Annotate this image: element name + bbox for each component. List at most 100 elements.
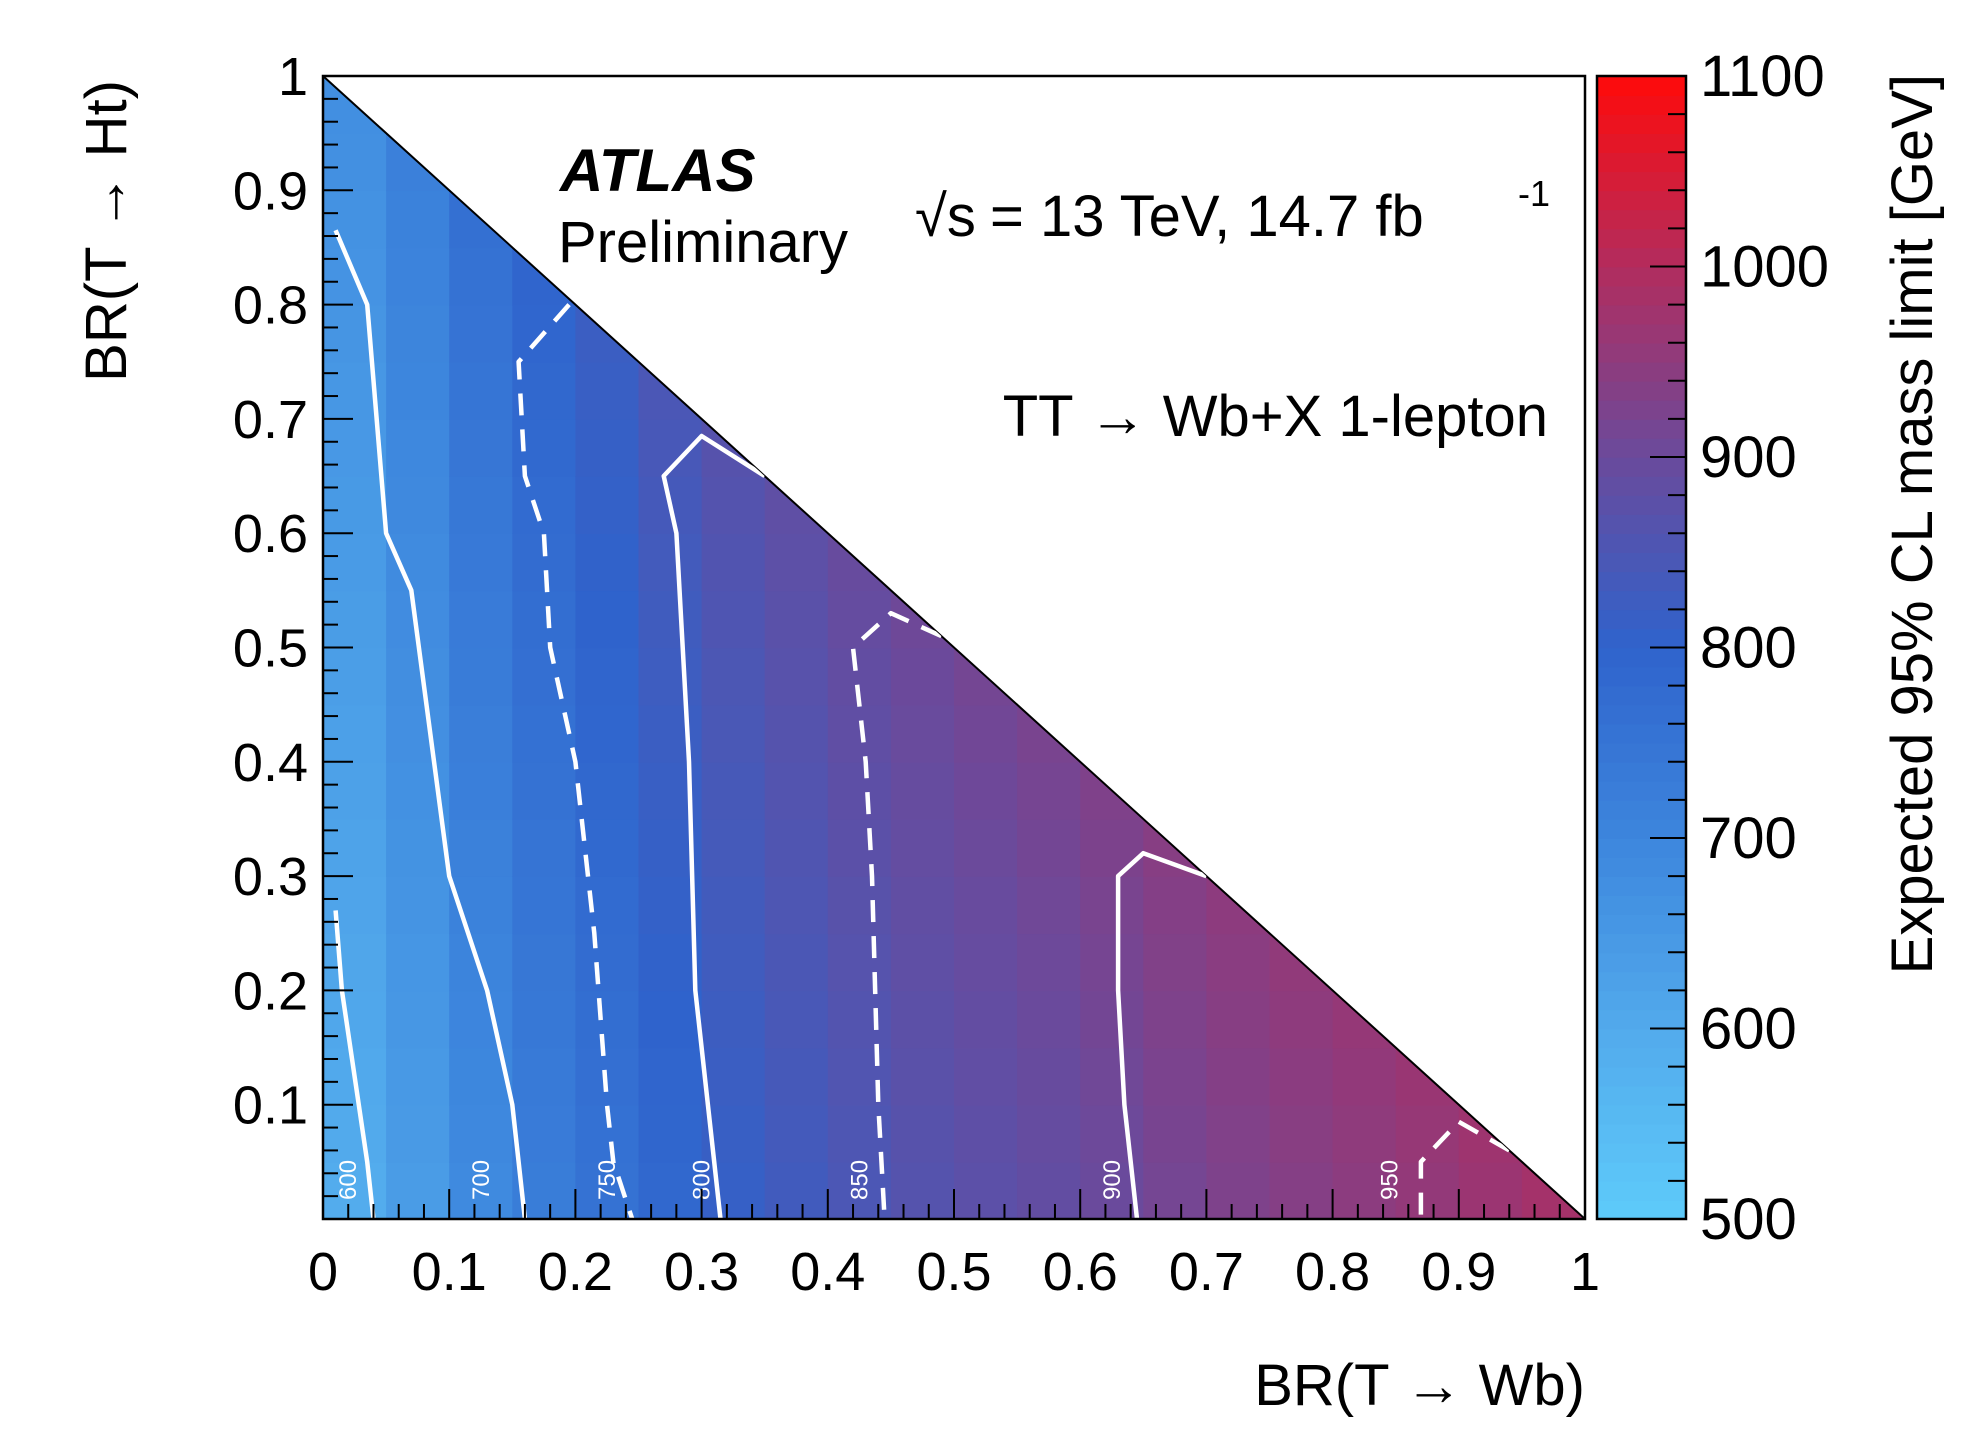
heatmap-cell xyxy=(449,304,514,363)
heatmap-cell xyxy=(575,1047,640,1106)
color-bar-band xyxy=(1597,838,1686,858)
heatmap-cell xyxy=(386,190,450,249)
heatmap-cell xyxy=(323,133,387,192)
heatmap-cell xyxy=(954,1047,1018,1106)
color-bar-band xyxy=(1597,1199,1686,1220)
color-bar-band xyxy=(1597,952,1686,973)
heatmap-cell xyxy=(323,761,387,820)
heatmap-cell xyxy=(764,1047,829,1106)
heatmap-cell xyxy=(449,533,514,592)
heatmap-cell xyxy=(323,533,387,592)
x-tick-label: 0.2 xyxy=(538,1242,613,1302)
heatmap-cell xyxy=(449,818,514,877)
heatmap-cell xyxy=(386,476,450,534)
heatmap-cell xyxy=(1143,933,1208,992)
color-bar-band xyxy=(1597,628,1686,649)
contour-label-700: 700 xyxy=(468,1160,495,1200)
heatmap-cell xyxy=(638,761,703,820)
heatmap-cell xyxy=(575,704,640,763)
y-tick-label: 0.7 xyxy=(233,390,308,450)
heatmap-cell xyxy=(764,1161,829,1219)
y-tick-label: 0.4 xyxy=(233,733,308,793)
color-bar-band xyxy=(1597,380,1686,401)
heatmap-cell xyxy=(1395,1161,1460,1219)
heatmap-cell xyxy=(575,1161,640,1219)
heatmap-cell xyxy=(954,818,1018,877)
color-bar-band xyxy=(1597,1142,1686,1163)
color-bar xyxy=(1597,76,1686,1220)
heatmap-cell xyxy=(1017,1161,1081,1219)
x-tick-label: 0.4 xyxy=(790,1242,865,1302)
heatmap-cell xyxy=(954,1104,1018,1163)
heatmap-cell xyxy=(323,1161,387,1219)
heatmap-cell xyxy=(701,1047,766,1106)
heatmap-cell xyxy=(701,533,766,592)
color-bar-band xyxy=(1597,114,1686,134)
color-bar-band xyxy=(1597,533,1686,554)
color-bar-band xyxy=(1597,742,1686,763)
heatmap-cell xyxy=(512,761,577,820)
heatmap-cell xyxy=(827,761,892,820)
heatmap-cell xyxy=(449,247,514,306)
color-bar-band xyxy=(1597,666,1686,687)
heatmap-cell xyxy=(954,1161,1018,1219)
color-bar-band xyxy=(1597,171,1686,192)
color-bar-band xyxy=(1597,437,1686,458)
color-bar-band xyxy=(1597,761,1686,782)
heatmap-cell xyxy=(386,990,450,1049)
heatmap-cell xyxy=(386,876,450,935)
heatmap-cell xyxy=(890,1161,955,1219)
color-bar-band xyxy=(1597,476,1686,496)
color-bar-band xyxy=(1597,1161,1686,1182)
heatmap-cell xyxy=(701,590,766,649)
heatmap-cell xyxy=(764,1104,829,1163)
color-bar-band xyxy=(1597,152,1686,173)
heatmap-cell xyxy=(575,418,640,477)
heatmap-cell xyxy=(701,1161,766,1219)
heatmap-cell xyxy=(512,590,577,649)
color-bar-band xyxy=(1597,95,1686,115)
heatmap-cell xyxy=(1269,1047,1334,1106)
y-tick-label: 0.9 xyxy=(233,161,308,221)
color-bar-band xyxy=(1597,704,1686,725)
color-bar-band xyxy=(1597,133,1686,153)
plot-frame xyxy=(321,74,1587,1221)
heatmap-cell xyxy=(575,933,640,992)
color-bar-band xyxy=(1597,1104,1686,1125)
lumi-exponent: -1 xyxy=(1518,173,1550,214)
heatmap-cell xyxy=(701,476,766,534)
color-bar-band xyxy=(1597,190,1686,211)
y-tick-labels: 0.1 0.2 0.3 0.4 0.5 0.6 0.7 0.8 0.9 1 xyxy=(233,47,308,1136)
contour-900 xyxy=(1115,850,1208,1219)
heatmap-cell xyxy=(638,990,703,1049)
heatmap-cell xyxy=(954,933,1018,992)
color-bar-band xyxy=(1597,1085,1686,1106)
heatmap-cell xyxy=(764,818,829,877)
heatmap-cell xyxy=(890,1047,955,1106)
x-tick-label: 0.1 xyxy=(412,1242,487,1302)
heatmap-cell xyxy=(764,933,829,992)
color-bar-band xyxy=(1597,209,1686,230)
color-bar-band xyxy=(1597,76,1686,96)
heatmap-cell xyxy=(1269,1104,1334,1163)
color-bar-band xyxy=(1597,876,1686,896)
contour-label-950: 950 xyxy=(1376,1160,1403,1200)
heatmap-cell xyxy=(575,533,640,592)
y-tick-label: 0.6 xyxy=(233,504,308,564)
color-bar-tick-label: 900 xyxy=(1700,425,1797,490)
heatmap-cell xyxy=(1206,1161,1271,1219)
heatmap-cell xyxy=(575,476,640,534)
heatmap-cell xyxy=(638,704,703,763)
heatmap-cell xyxy=(638,590,703,649)
heatmap-cell xyxy=(890,933,955,992)
y-axis-title: BR(T → Ht) xyxy=(74,80,139,382)
contour-label-600: 600 xyxy=(335,1160,362,1200)
heatmap-cell xyxy=(323,990,387,1049)
heatmap-cell xyxy=(386,247,450,306)
x-axis-title: BR(T → Wb) xyxy=(1254,1353,1585,1418)
heatmap-cell xyxy=(1080,876,1145,935)
heatmap-cell xyxy=(954,761,1018,820)
heatmap-cell xyxy=(323,304,387,363)
color-bar-tick-label: 1000 xyxy=(1700,235,1829,300)
color-bar-band xyxy=(1597,1180,1686,1201)
